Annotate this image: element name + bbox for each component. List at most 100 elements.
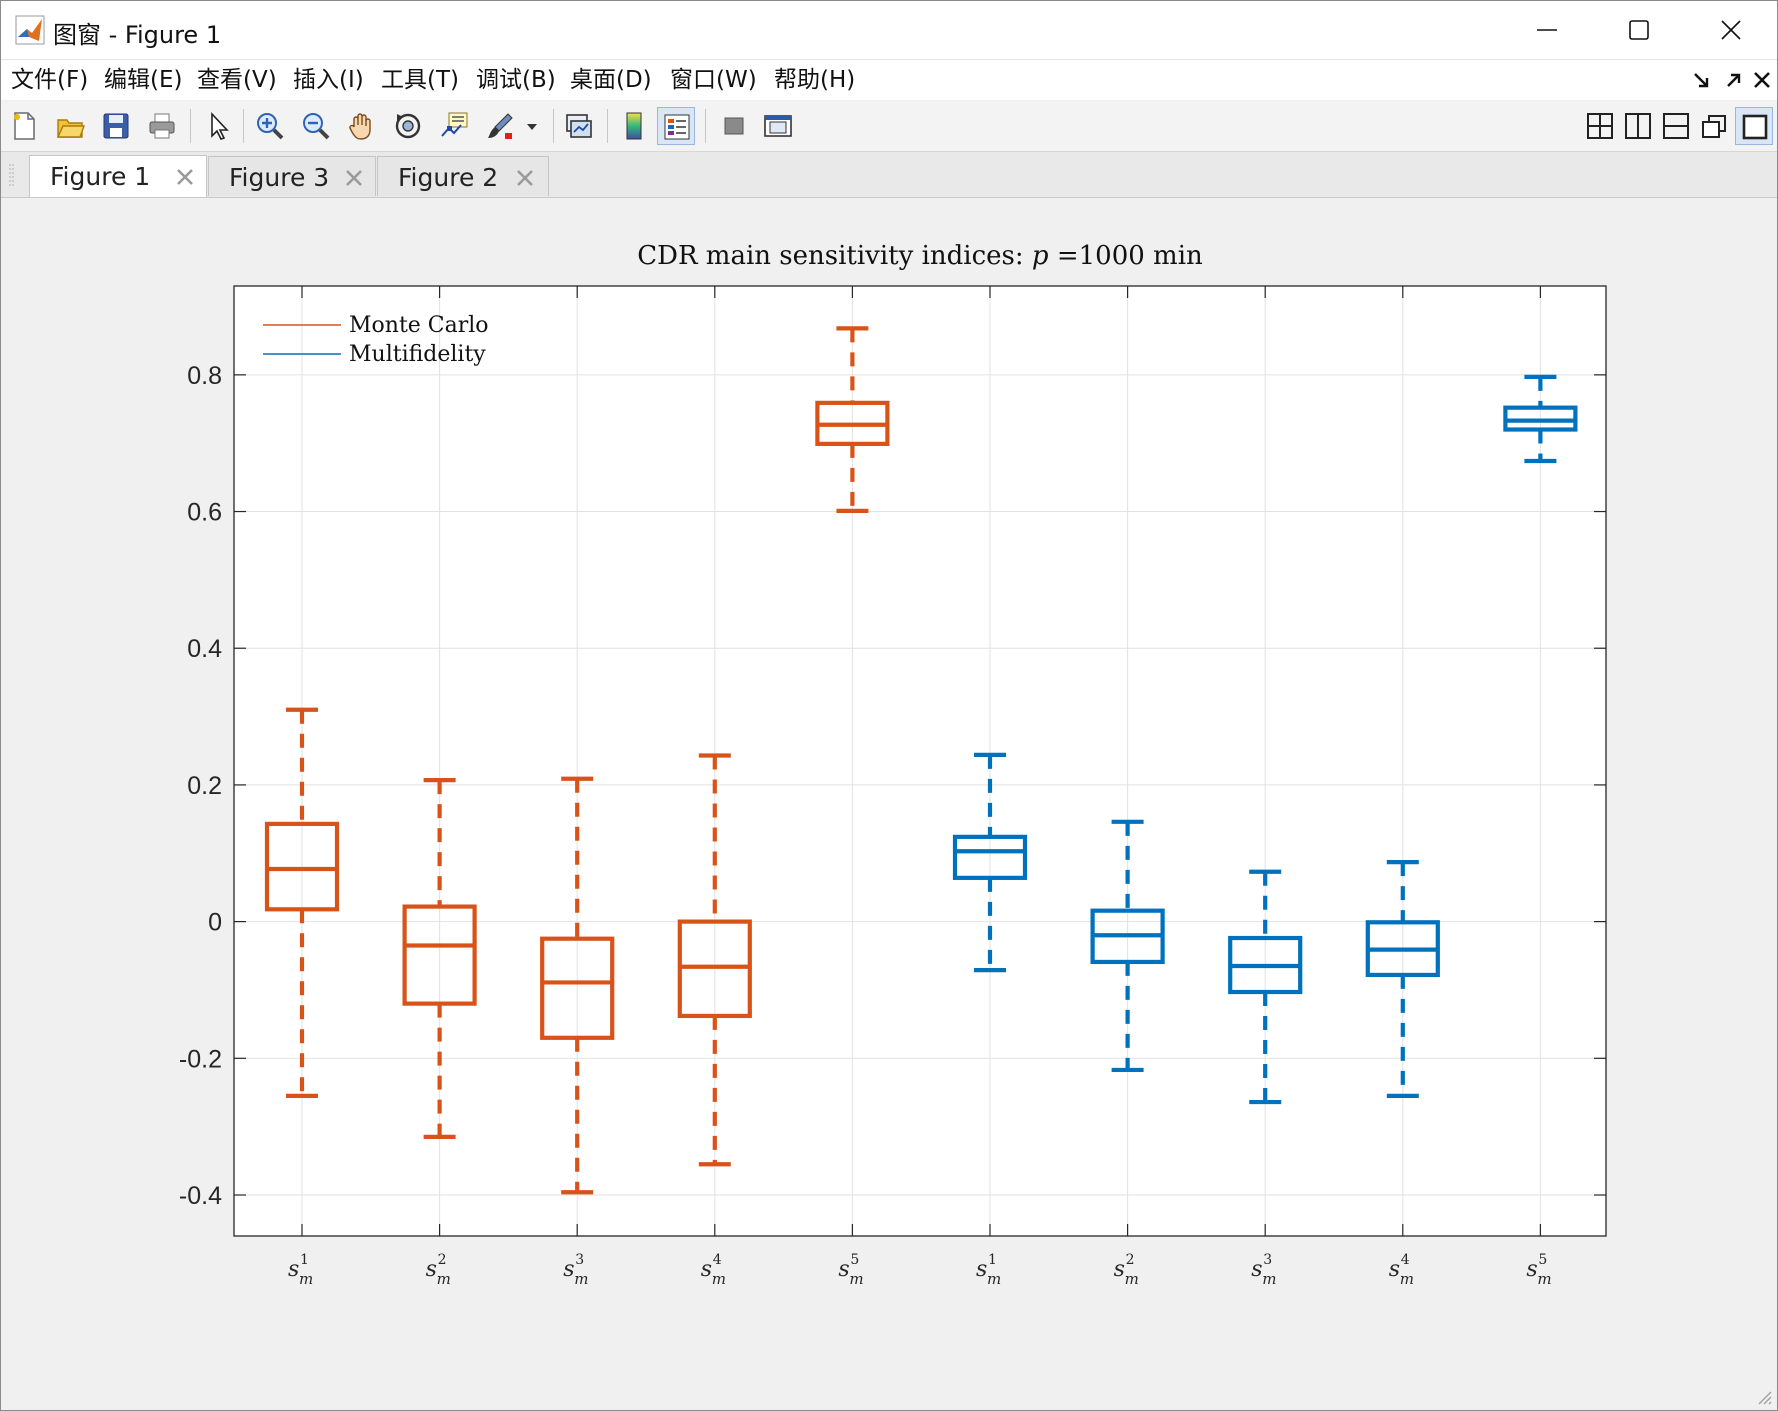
x-tick-label: s 5 m: [1526, 1252, 1551, 1288]
tab-label: Figure 1: [50, 162, 151, 191]
x-tick-label-subscript: m: [1262, 1270, 1276, 1288]
legend-label-multifidelity: Multifidelity: [349, 342, 486, 367]
x-tick-label: s 3 m: [563, 1252, 588, 1288]
box-5: [815, 326, 890, 513]
zoom-out-button[interactable]: [297, 107, 335, 145]
menu-insert[interactable]: 插入(I): [293, 67, 364, 93]
edit-plot-button[interactable]: [199, 107, 237, 145]
x-tick-label: s 2 m: [1114, 1252, 1139, 1288]
x-tick-label-superscript: 5: [850, 1252, 859, 1268]
float-icon: [1702, 115, 1726, 138]
tile-layout-button[interactable]: [1581, 107, 1619, 145]
pan-button[interactable]: [343, 107, 381, 145]
zoom-in-button[interactable]: [251, 107, 289, 145]
menu-window[interactable]: 窗口(W): [670, 67, 757, 93]
brush-button[interactable]: [481, 107, 519, 145]
print-button[interactable]: [143, 107, 181, 145]
zoom-out-icon: [303, 113, 330, 140]
window-title: 图窗 - Figure 1: [53, 21, 222, 49]
menu-file[interactable]: 文件(F): [11, 67, 89, 93]
new-figure-button[interactable]: [5, 107, 43, 145]
menu-view[interactable]: 查看(V): [197, 67, 277, 93]
x-tick-label-subscript: m: [712, 1270, 726, 1288]
colorbar-button[interactable]: [615, 107, 653, 145]
box-4: [1365, 860, 1440, 1098]
close-figure-icon[interactable]: [1749, 68, 1775, 92]
maximize-figure-button[interactable]: [1735, 107, 1773, 145]
top-bottom-layout-button[interactable]: [1657, 107, 1695, 145]
close-tab-icon[interactable]: [343, 167, 365, 189]
undock-icon[interactable]: [1721, 68, 1747, 92]
x-tick-label-base: s: [288, 1257, 299, 1282]
link-plot-button[interactable]: [559, 107, 597, 145]
legend-label-monte-carlo: Monte Carlo: [349, 313, 489, 338]
save-button[interactable]: [97, 107, 135, 145]
box-2: [402, 778, 477, 1139]
legend-icon: [664, 114, 690, 140]
box-5: [1503, 374, 1578, 464]
tab-figure-1[interactable]: Figure 1: [29, 155, 207, 197]
x-tick-label-subscript: m: [1537, 1270, 1551, 1288]
x-tick-label-superscript: 2: [438, 1252, 447, 1268]
title-bar[interactable]: 图窗 - Figure 1: [1, 1, 1777, 60]
float-button[interactable]: [1695, 107, 1733, 145]
close-icon: [1721, 20, 1741, 40]
data-cursor-button[interactable]: [435, 107, 473, 145]
open-icon: [56, 119, 85, 138]
resize-grip-icon[interactable]: [1755, 1388, 1773, 1406]
toolbar-separator: [190, 109, 191, 143]
brush-dropdown[interactable]: [521, 107, 539, 145]
rotate-icon: [395, 113, 421, 139]
close-window-button[interactable]: [1685, 1, 1777, 59]
pan-icon: [349, 113, 371, 140]
tab-figure-3[interactable]: Figure 3: [208, 156, 376, 196]
x-tick-label-base: s: [838, 1257, 849, 1282]
new-figure-icon: [14, 112, 35, 140]
box-2: [1090, 819, 1165, 1073]
box-4: [677, 753, 752, 1167]
maximize-window-icon: [1629, 20, 1649, 40]
menu-edit[interactable]: 编辑(E): [104, 67, 183, 93]
minimize-button[interactable]: [1501, 1, 1593, 59]
x-tick-label-superscript: 5: [1538, 1252, 1547, 1268]
toolbar-separator: [553, 109, 554, 143]
maximize-window-button[interactable]: [1593, 1, 1685, 59]
menu-debug[interactable]: 调试(B): [476, 67, 556, 93]
figure-tab-strip: Figure 1 Figure 3 Figure 2: [1, 152, 1777, 198]
x-tick-label-superscript: 2: [1126, 1252, 1135, 1268]
pointer-icon: [211, 111, 229, 140]
brush-icon: [488, 113, 513, 139]
x-tick-label-subscript: m: [987, 1270, 1001, 1288]
close-tab-icon[interactable]: [514, 167, 536, 189]
menu-desktop[interactable]: 桌面(D): [570, 67, 652, 93]
legend-button[interactable]: [657, 107, 695, 145]
toolbar-separator: [607, 109, 608, 143]
minimize-icon: [1537, 29, 1557, 31]
series-monte-carlo: [264, 326, 890, 1195]
chart-title: CDR main sensitivity indices: p =1000 mi…: [637, 241, 1203, 271]
dock-icon[interactable]: [1689, 68, 1715, 92]
open-button[interactable]: [51, 107, 89, 145]
chevron-down-icon: [527, 124, 537, 130]
x-tick-label-base: s: [563, 1257, 574, 1282]
menu-help[interactable]: 帮助(H): [774, 67, 856, 93]
rotate-button[interactable]: [389, 107, 427, 145]
x-tick-label-subscript: m: [1400, 1270, 1414, 1288]
box-iqr: [402, 904, 477, 1006]
axes-frame: [233, 285, 1607, 1237]
tab-figure-2[interactable]: Figure 2: [377, 156, 549, 196]
tab-grip-icon: [9, 164, 14, 186]
print-icon: [149, 113, 175, 139]
hide-plot-tools-button[interactable]: [715, 107, 753, 145]
y-tick-label: -0.4: [179, 1182, 222, 1210]
left-right-layout-button[interactable]: [1619, 107, 1657, 145]
y-tick-label: 0.2: [187, 772, 222, 800]
menu-tools[interactable]: 工具(T): [381, 67, 459, 93]
x-tick-label-superscript: 4: [1401, 1252, 1410, 1268]
show-plot-tools-button[interactable]: [759, 107, 797, 145]
close-tab-icon[interactable]: [174, 166, 196, 188]
maximize-icon: [1742, 114, 1768, 140]
x-tick-label: s 1 m: [976, 1252, 1001, 1288]
series-multifidelity: [952, 374, 1578, 1105]
